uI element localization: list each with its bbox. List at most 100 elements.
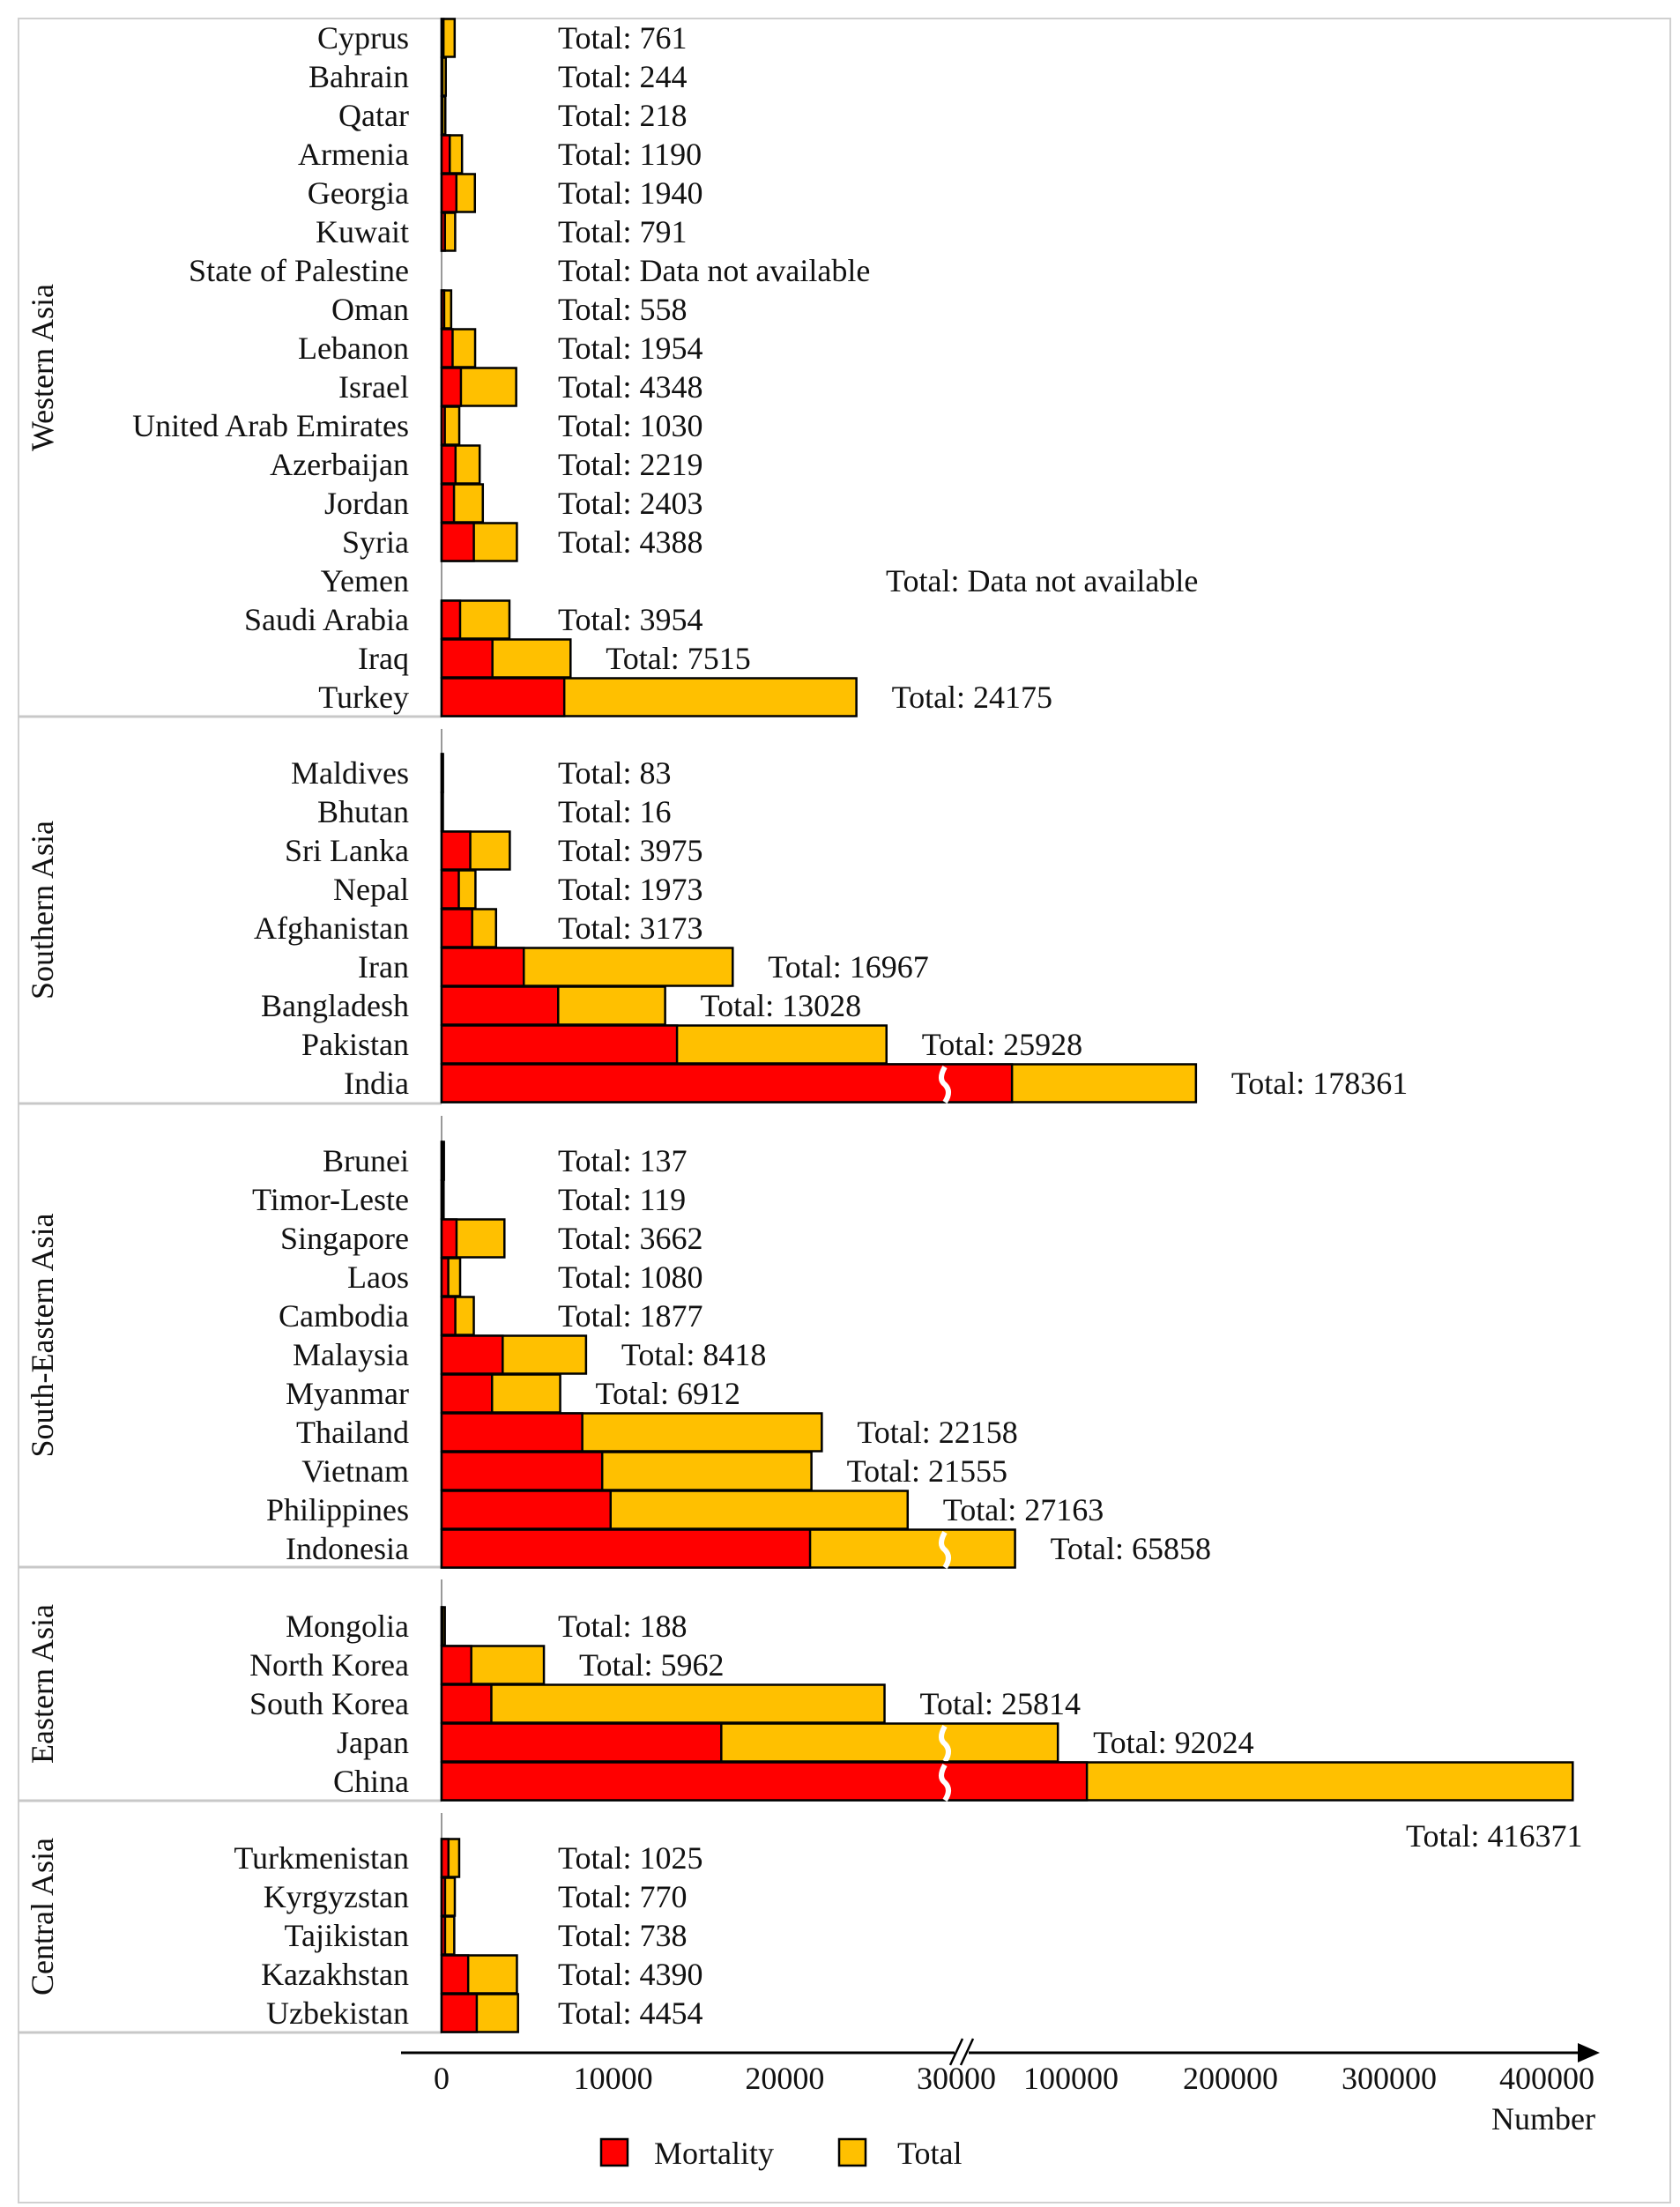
country-label: Cambodia — [279, 1298, 409, 1334]
bar-mortality — [440, 1334, 504, 1375]
country-label: Mongolia — [286, 1609, 409, 1644]
bar-mortality — [440, 1838, 450, 1878]
country-label: Kazakhstan — [261, 1957, 409, 1992]
total-data-label: Total: 6912 — [596, 1376, 740, 1411]
bar-mortality — [440, 638, 494, 679]
legend-label-total: Total — [897, 2136, 962, 2171]
bar-mortality — [440, 1683, 493, 1724]
country-label: Oman — [331, 292, 409, 327]
country-label: Georgia — [308, 175, 409, 211]
x-tick-label: 200000 — [1183, 2061, 1278, 2096]
total-data-label: Total: 4348 — [558, 369, 702, 405]
legend-swatch-total — [837, 2137, 867, 2167]
region-label: South-Eastern Asia — [25, 1214, 60, 1458]
country-label: Iraq — [358, 641, 409, 676]
bar-mortality — [440, 1296, 457, 1336]
total-data-label: Total: 16 — [558, 794, 671, 829]
total-data-label: Total: Data not available — [558, 253, 870, 288]
bar-mortality — [440, 1024, 679, 1065]
bar-mortality — [440, 677, 566, 717]
axis-break-mark — [939, 1066, 951, 1104]
total-data-label: Total: 92024 — [1093, 1725, 1253, 1760]
bar-mortality — [440, 212, 447, 252]
bar-mortality — [440, 444, 457, 485]
bar-mortality — [440, 134, 451, 175]
bar-mortality — [440, 1645, 472, 1685]
x-tick-label: 20000 — [745, 2061, 824, 2096]
region-label: Southern Asia — [25, 821, 60, 999]
country-label: Bhutan — [317, 794, 409, 829]
total-data-label: Total: 791 — [558, 214, 687, 249]
total-data-label: Total: 27163 — [943, 1492, 1104, 1527]
bar-mortality — [440, 483, 456, 524]
country-label: Turkmenistan — [234, 1840, 409, 1876]
bar-total — [440, 1683, 886, 1724]
total-data-label: Total: 416371 — [1406, 1818, 1582, 1854]
country-label: Timor-Leste — [252, 1182, 409, 1217]
total-data-label: Total: 558 — [558, 292, 687, 327]
total-data-label: Total: 24175 — [892, 680, 1052, 715]
bar-mortality — [440, 1722, 723, 1763]
total-data-label: Total: 738 — [558, 1918, 687, 1953]
total-data-label: Total: 1080 — [558, 1260, 702, 1295]
bar-mortality — [440, 985, 560, 1026]
total-data-label: Total: 1973 — [558, 872, 702, 907]
total-data-label: Total: 13028 — [701, 988, 861, 1023]
country-label: North Korea — [249, 1647, 409, 1683]
country-label: Kyrgyzstan — [264, 1879, 409, 1914]
country-label: Nepal — [333, 872, 409, 907]
country-label: Malaysia — [293, 1337, 409, 1372]
total-data-label: Total: 2219 — [558, 447, 702, 482]
country-label: Philippines — [266, 1492, 409, 1527]
bar-mortality — [440, 1490, 612, 1530]
total-data-label: Total: 25814 — [920, 1686, 1081, 1721]
axis-break-mark — [939, 1531, 951, 1570]
total-data-label: Total: 119 — [558, 1182, 686, 1217]
x-axis-arrow-icon — [1578, 2043, 1600, 2062]
country-label: Indonesia — [286, 1531, 409, 1566]
total-data-label: Total: 244 — [558, 59, 687, 94]
x-tick-label: 30000 — [917, 2061, 996, 2096]
country-label: Lebanon — [298, 331, 409, 366]
country-label: Azerbaijan — [270, 447, 409, 482]
country-label: Iran — [358, 949, 409, 985]
country-label: Kuwait — [316, 214, 409, 249]
total-data-label: Total: 3954 — [558, 602, 702, 637]
country-label: Yemen — [321, 563, 409, 598]
total-data-label: Total: Data not available — [886, 563, 1198, 598]
total-data-label: Total: 218 — [558, 98, 687, 133]
bar-mortality — [440, 830, 472, 871]
country-label: Saudi Arabia — [244, 602, 409, 637]
x-tick-label: 100000 — [1023, 2061, 1119, 2096]
country-label: Laos — [347, 1260, 409, 1295]
total-data-label: Total: 3173 — [558, 910, 702, 946]
total-data-label: Total: 1030 — [558, 408, 702, 443]
total-data-label: Total: 83 — [558, 755, 671, 791]
country-label: Afghanistan — [254, 910, 409, 946]
legend-label-mortality: Mortality — [654, 2136, 774, 2171]
region-label: Western Asia — [25, 284, 60, 451]
country-label: China — [333, 1764, 409, 1799]
country-label: Armenia — [298, 137, 409, 172]
country-label: Qatar — [338, 98, 409, 133]
axis-break-mark — [939, 1764, 951, 1802]
bar-mortality — [440, 1993, 479, 2033]
total-data-label: Total: 8418 — [621, 1337, 766, 1372]
country-label: South Korea — [249, 1686, 409, 1721]
axis-break-slash — [948, 2038, 964, 2066]
total-data-label: Total: 1877 — [558, 1298, 702, 1334]
total-data-label: Total: 1954 — [558, 331, 702, 366]
bar-mortality — [440, 1451, 604, 1491]
chart-frame — [18, 18, 1671, 2203]
bar-mortality — [440, 908, 473, 948]
country-label: Thailand — [296, 1415, 409, 1450]
country-label: Cyprus — [317, 20, 409, 56]
total-data-label: Total: 1025 — [558, 1840, 702, 1876]
bar-mortality — [440, 289, 446, 330]
country-label: Maldives — [291, 755, 409, 791]
bar-mortality — [440, 173, 458, 213]
x-tick-label: 10000 — [574, 2061, 653, 2096]
legend-swatch-mortality — [599, 2137, 629, 2167]
bar-mortality — [440, 1412, 584, 1453]
total-data-label: Total: 761 — [558, 20, 687, 56]
